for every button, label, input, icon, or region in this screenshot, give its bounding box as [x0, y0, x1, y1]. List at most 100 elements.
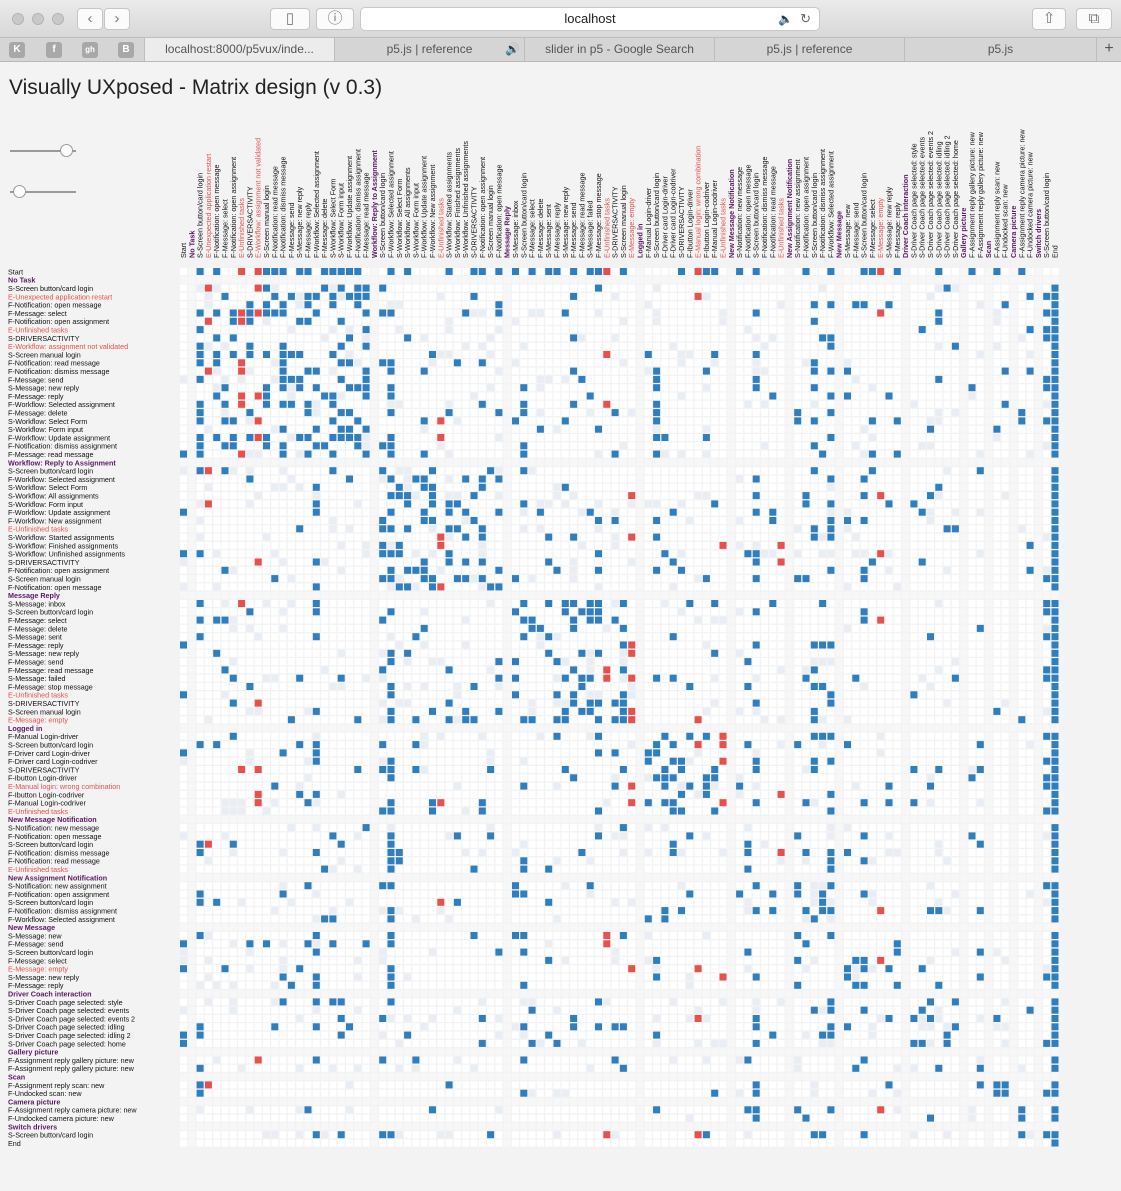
- matrix-cell-empty: [827, 492, 835, 500]
- forward-button[interactable]: ›: [104, 8, 130, 30]
- matrix-cell-empty: [844, 483, 851, 491]
- matrix-cell-empty: [1001, 550, 1009, 558]
- matrix-cell-empty: [553, 342, 561, 350]
- matrix-cell-empty: [296, 475, 304, 483]
- sidebar-toggle-icon[interactable]: ▯: [270, 8, 310, 30]
- matrix-cell-empty: [694, 367, 702, 375]
- matrix-cell-empty: [794, 442, 802, 450]
- matrix-cell-empty: [893, 475, 901, 483]
- matrix-cell-empty: [1043, 301, 1051, 309]
- matrix-cell-faint: [553, 425, 561, 433]
- matrix-cell-empty: [694, 442, 702, 450]
- matrix-cell-empty: [238, 292, 246, 300]
- matrix-cell-gap: [960, 508, 968, 516]
- matrix-cell-gap: [370, 600, 378, 607]
- matrix-cell-empty: [487, 558, 495, 566]
- matrix-cell-gap: [785, 384, 793, 392]
- tab-p5-reference-2[interactable]: p5.js | reference: [714, 38, 904, 61]
- zoom-window-icon[interactable]: [52, 13, 64, 25]
- matrix-cell-empty: [885, 434, 893, 441]
- matrix-cell-gap: [727, 301, 735, 309]
- matrix-cell-empty: [346, 450, 353, 458]
- matrix-cell-empty: [976, 317, 984, 325]
- matrix-cell-filled: [1051, 608, 1059, 616]
- matrix-cell-gap: [702, 591, 710, 599]
- matrix-cell-gap: [835, 425, 843, 433]
- matrix-cell-empty: [254, 500, 262, 508]
- matrix-cell-empty: [404, 541, 412, 549]
- matrix-cell-empty: [968, 525, 976, 533]
- favorite-b-icon[interactable]: B: [118, 42, 134, 58]
- matrix-cell-empty: [495, 359, 503, 367]
- share-icon[interactable]: ⇧: [1032, 8, 1066, 30]
- tabs-overview-icon[interactable]: ⧉: [1076, 8, 1112, 30]
- address-bar[interactable]: localhost 🔈 ↻: [360, 7, 820, 31]
- matrix-cell-filled: [810, 525, 818, 533]
- tab-p5-reference[interactable]: p5.js | reference: [334, 38, 524, 61]
- matrix-cell-empty: [586, 450, 594, 458]
- matrix-cell-empty: [927, 317, 934, 325]
- matrix-cell-empty: [686, 400, 694, 408]
- matrix-cell-empty: [462, 566, 470, 574]
- new-tab-button[interactable]: +: [1096, 38, 1121, 61]
- matrix-cell-filled: [420, 475, 428, 483]
- back-button[interactable]: ‹: [77, 8, 103, 30]
- speaker-icon[interactable]: 🔈: [778, 12, 793, 26]
- matrix-cell-empty: [877, 525, 885, 533]
- matrix-cell-empty: [893, 384, 901, 392]
- matrix-cell-gap: [462, 276, 470, 284]
- matrix-cell-empty: [943, 475, 951, 483]
- matrix-cell-empty: [287, 624, 295, 632]
- matrix-cell-empty: [1001, 425, 1009, 433]
- favorite-facebook-icon[interactable]: f: [46, 42, 62, 58]
- matrix-cell-empty: [586, 475, 594, 483]
- matrix-cell-empty: [412, 334, 420, 342]
- tab-audio-icon[interactable]: 🔊: [505, 42, 520, 56]
- matrix-cell-empty: [453, 541, 461, 549]
- matrix-cell-empty: [951, 624, 959, 632]
- favorite-github-icon[interactable]: gh: [82, 42, 98, 58]
- matrix-cell-empty: [263, 342, 270, 350]
- matrix-cell-empty: [495, 425, 503, 433]
- matrix-cell-empty: [279, 434, 287, 441]
- matrix-cell-filled: [794, 417, 802, 425]
- matrix-cell-empty: [976, 292, 984, 300]
- matrix-cell-gap: [860, 458, 868, 466]
- matrix-cell-empty: [586, 583, 594, 591]
- reader-icon[interactable]: ⓘ: [316, 8, 354, 30]
- close-window-icon[interactable]: [12, 13, 24, 25]
- matrix-cell-empty: [910, 575, 918, 583]
- tab-p5js[interactable]: p5.js: [904, 38, 1096, 61]
- slider-thumb[interactable]: [12, 185, 26, 198]
- matrix-cell-gap: [985, 425, 993, 433]
- matrix-cell-empty: [951, 600, 959, 607]
- matrix-cell-empty: [445, 483, 453, 491]
- matrix-cell-empty: [246, 334, 254, 342]
- matrix-cell-empty: [263, 326, 270, 334]
- matrix-cell-empty: [702, 608, 710, 616]
- matrix-cell-faint: [653, 284, 661, 292]
- column-label: F-Workflow: Selected assignment: [312, 151, 321, 258]
- matrix-cell-empty: [354, 483, 362, 491]
- threshold-slider[interactable]: [10, 185, 76, 199]
- tab-google-search[interactable]: slider in p5 - Google Search: [524, 38, 714, 61]
- tab-localhost[interactable]: localhost:8000/p5vux/inde...: [144, 38, 334, 61]
- zoom-slider[interactable]: [10, 144, 76, 158]
- matrix-cell-empty: [470, 583, 478, 591]
- favorite-k-icon[interactable]: K: [9, 42, 25, 58]
- slider-thumb[interactable]: [60, 144, 74, 157]
- matrix-cell-empty: [711, 550, 719, 558]
- matrix-cell-gap: [196, 276, 204, 284]
- matrix-cell-empty: [536, 326, 544, 334]
- matrix-cell-faint: [387, 541, 395, 549]
- matrix-cell-empty: [570, 525, 578, 533]
- matrix-cell-empty: [453, 326, 461, 334]
- matrix-cell-empty: [1026, 483, 1034, 491]
- matrix-cell-faint: [935, 492, 943, 500]
- minimize-window-icon[interactable]: [32, 13, 44, 25]
- matrix-cell-empty: [495, 517, 503, 524]
- reload-icon[interactable]: ↻: [800, 11, 811, 26]
- matrix-cell-faint: [918, 442, 926, 450]
- matrix-cell-empty: [943, 608, 951, 616]
- matrix-cell-filled: [362, 425, 370, 433]
